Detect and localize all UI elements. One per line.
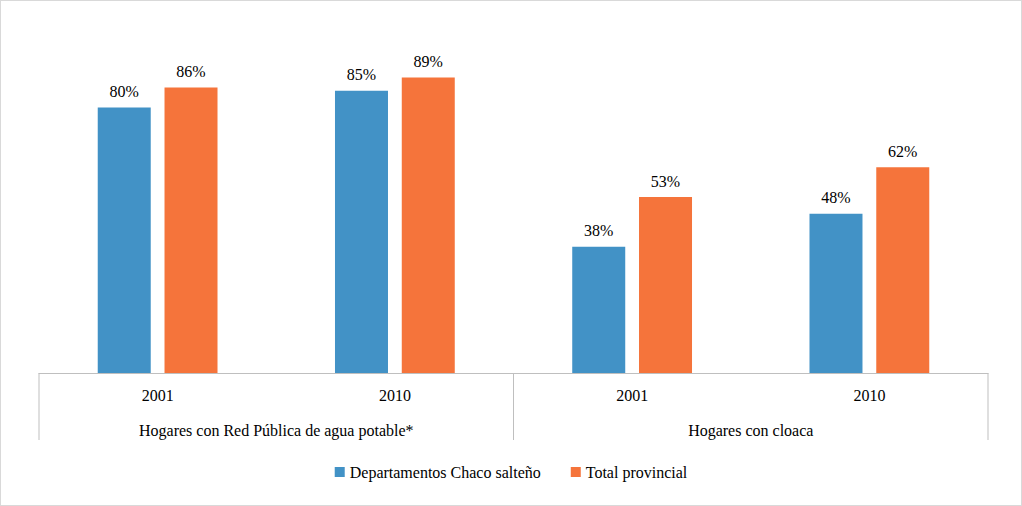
svg-text:38%: 38% bbox=[584, 222, 613, 239]
svg-text:Hogares con Red Pública de agu: Hogares con Red Pública de agua potable* bbox=[139, 422, 414, 440]
svg-text:48%: 48% bbox=[821, 189, 850, 206]
svg-text:62%: 62% bbox=[888, 143, 917, 160]
svg-text:85%: 85% bbox=[347, 66, 376, 83]
svg-text:80%: 80% bbox=[110, 83, 139, 100]
svg-text:2001: 2001 bbox=[142, 387, 174, 404]
svg-text:86%: 86% bbox=[176, 63, 205, 80]
svg-text:2001: 2001 bbox=[616, 387, 648, 404]
svg-text:Departamentos Chaco salteño: Departamentos Chaco salteño bbox=[350, 464, 541, 482]
svg-text:2010: 2010 bbox=[379, 387, 411, 404]
svg-text:Hogares con cloaca: Hogares con cloaca bbox=[688, 422, 813, 440]
svg-text:89%: 89% bbox=[414, 53, 443, 70]
svg-text:2010: 2010 bbox=[853, 387, 885, 404]
svg-text:53%: 53% bbox=[651, 173, 680, 190]
svg-text:Total provincial: Total provincial bbox=[586, 464, 688, 482]
